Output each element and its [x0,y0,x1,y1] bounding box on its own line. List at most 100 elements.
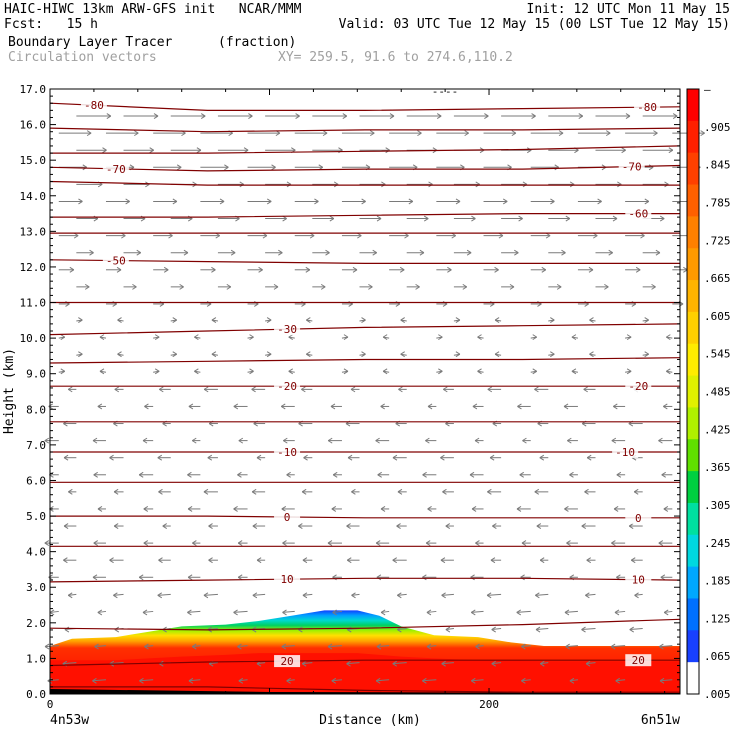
vector-arrow [281,643,295,650]
vector-arrow [238,677,248,684]
vector-arrow [105,266,122,273]
vector-arrow [157,592,171,599]
vector-arrow [93,471,106,478]
contour-label: -80 [637,101,657,114]
vector-arrow [237,540,248,547]
vector-arrow [375,540,390,547]
vector-arrow [203,488,218,495]
vector-arrow [327,540,342,547]
vector-arrow [251,488,266,495]
vector-arrow [247,164,276,171]
vector-arrow [566,540,578,547]
y-tick-label: 4.0 [26,546,46,559]
vector-arrow [153,368,160,375]
vector-arrow [153,198,178,205]
vector-arrow [445,626,454,633]
y-tick-label: 3.0 [26,581,46,594]
colorbar-swatch [687,216,699,249]
vector-arrow [577,198,602,205]
field-name: Boundary Layer Tracer [8,35,173,50]
vector-arrow [191,643,201,650]
vector-arrow [302,592,313,599]
temperature-contour [49,259,680,264]
contour-label: -70 [622,161,642,174]
y-tick-label: 1.0 [26,652,46,665]
vector-arrow [294,198,319,205]
vector-arrow [483,266,499,273]
vector-arrow [440,454,454,461]
circulation-vectors-layer [44,113,705,684]
contour-label: -80 [84,99,104,112]
colorbar-swatch [687,662,699,695]
vector-arrow [581,523,596,529]
vector-arrow [548,113,584,119]
contour-label: -50 [106,255,126,268]
vector-arrow [501,181,528,188]
vector-arrow [425,540,437,547]
vector-arrow [233,506,248,512]
vector-arrow [302,557,313,564]
vector-field-name: Circulation vectors [8,50,157,65]
vector-arrow [548,181,575,188]
vector-arrow [426,609,437,616]
colorbar-label: .185 [704,575,731,588]
vector-arrow [625,198,650,205]
vector-arrow [548,351,555,358]
vector-arrow [200,198,225,205]
vector-arrow [396,523,407,529]
vector-arrow [436,368,443,375]
vector-arrow [406,283,420,290]
vector-arrow [491,660,502,667]
vector-arrow [341,130,375,137]
vector-arrow [658,540,673,547]
vector-arrow [76,283,90,290]
vector-arrow [567,437,578,444]
vector-arrow [283,437,295,444]
vector-arrow [203,386,218,393]
vector-arrow [530,130,564,137]
colorbar-swatch [687,630,699,663]
vector-arrow [629,626,643,633]
vector-arrow [187,574,201,581]
vector-arrow [400,317,407,323]
vector-arrow [312,283,326,290]
vector-arrow [659,643,673,650]
vector-arrow [256,454,266,461]
vector-arrow [144,403,154,410]
vector-arrow [162,523,171,529]
vector-arrow [595,181,622,188]
vector-arrow [392,454,407,461]
vector-arrow [453,317,461,323]
vector-arrow [346,557,360,564]
vector-arrow [494,317,502,323]
vector-arrow [97,403,106,410]
vector-arrow [453,181,481,188]
vector-arrow [426,643,437,650]
vector-arrow [194,334,201,341]
vector-arrow [58,130,92,137]
vector-arrow [359,181,386,188]
vector-arrow [252,592,266,599]
vector-arrow [331,506,342,512]
vector-arrow [306,351,313,358]
colorbar-label: .005 [704,688,731,701]
vector-arrow [170,113,206,119]
temperature-contour [49,180,680,186]
vector-arrow [143,540,154,547]
vector-arrow [327,643,342,650]
vector-arrow [666,334,673,341]
vector-arrow [312,249,330,256]
vector-arrow [642,181,669,188]
vector-arrow [252,523,266,529]
vector-arrow [359,351,366,358]
vector-arrow [577,232,598,239]
vector-arrow [486,592,502,599]
vector-arrow [153,232,173,239]
vector-arrow [153,266,169,273]
vector-arrow [301,660,313,667]
axes-layer: 0.0 1.0 2.0 3.0 4.0 5.0 6.0 7.0 8.0 9.0 10.0 11.0 12… [20,83,680,711]
vector-arrow [76,317,83,323]
vector-arrow [217,181,245,188]
vector-arrow [142,437,154,444]
left-endpoint-label: 4n53w [50,713,89,728]
